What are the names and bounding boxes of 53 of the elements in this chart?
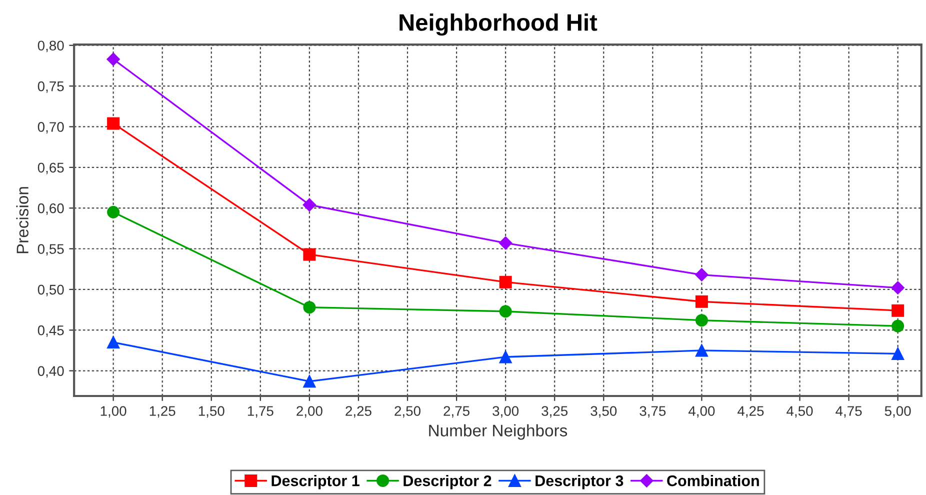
- x-tick-label: 1,25: [150, 406, 176, 418]
- x-axis-title: Number Neighbors: [429, 424, 568, 440]
- y-tick-label: 0,50: [38, 284, 64, 296]
- x-tick-label: 1,00: [100, 406, 126, 418]
- y-tick-label: 0,45: [38, 325, 64, 337]
- y-tick-label: 0,55: [38, 244, 64, 256]
- y-tick-label: 0,65: [38, 162, 64, 174]
- point: [107, 336, 120, 349]
- x-tick-label: 2,75: [444, 406, 470, 418]
- point: [107, 206, 120, 218]
- x-tick-label: 4,75: [836, 406, 862, 418]
- x-tick-label: 5,00: [884, 406, 911, 418]
- point: [695, 295, 708, 308]
- y-tick-label: 0,75: [38, 81, 64, 93]
- point: [695, 344, 708, 357]
- x-tick-label: 3,50: [590, 406, 617, 418]
- point: [695, 268, 708, 282]
- legend-label: Descriptor 2: [404, 475, 492, 490]
- x-tick-label: 4,25: [738, 406, 764, 418]
- y-tick-label: 0,40: [38, 366, 64, 378]
- x-tick-label: 4,50: [786, 406, 813, 418]
- y-tick-label: 0,60: [38, 203, 64, 215]
- legend-label: Combination: [667, 475, 759, 486]
- point: [303, 248, 316, 261]
- point: [106, 52, 120, 66]
- x-tick-label: 4,00: [688, 406, 715, 418]
- point: [499, 350, 512, 364]
- point: [107, 117, 120, 130]
- legend-label: Descriptor 1: [272, 475, 360, 490]
- y-tick-label: 0,70: [38, 122, 64, 134]
- legend-label: Descriptor 3: [536, 475, 624, 490]
- x-tick-label: 2,50: [394, 406, 420, 418]
- x-tick-label: 3,25: [542, 406, 568, 418]
- x-tick-label: 2,00: [296, 406, 322, 418]
- y-tick-label: 0,80: [38, 40, 64, 52]
- x-tick-label: 1,50: [198, 406, 224, 418]
- x-tick-label: 1,75: [248, 406, 274, 418]
- chart-title: Neighborhood Hit: [400, 14, 598, 36]
- point: [891, 281, 904, 294]
- point: [499, 305, 512, 318]
- point: [695, 314, 708, 327]
- point: [499, 276, 512, 288]
- point: [303, 375, 316, 388]
- point: [892, 320, 904, 332]
- point: [498, 236, 512, 250]
- x-tick-label: 2,25: [346, 406, 372, 418]
- point: [892, 304, 904, 317]
- point: [302, 198, 316, 212]
- point: [303, 301, 316, 314]
- y-axis-title: Precision: [16, 187, 28, 254]
- x-tick-label: 3,75: [640, 406, 666, 418]
- x-tick-label: 3,00: [492, 406, 519, 418]
- point: [892, 347, 904, 360]
